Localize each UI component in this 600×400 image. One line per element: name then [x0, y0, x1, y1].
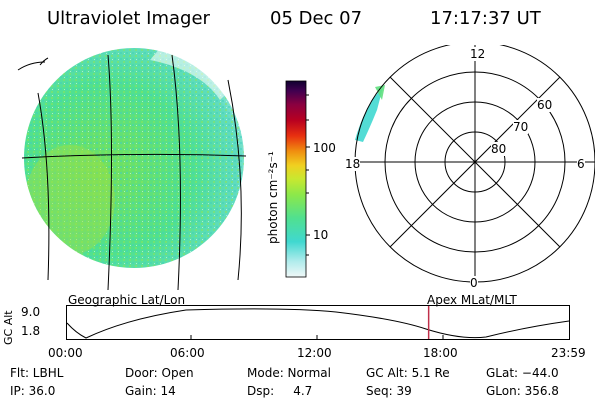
altplot-ytick-max: 9.0 [21, 305, 41, 319]
colorbar-tick-10: 10 [313, 228, 329, 242]
mlat-label-80: 80 [491, 142, 507, 156]
gain-field: Gain: 14 [125, 384, 176, 398]
mlt-label-12: 12 [470, 47, 486, 61]
altplot-ytick-min: 1.8 [21, 324, 41, 338]
app-title: Ultraviolet Imager [47, 8, 210, 29]
glon-field: GLon: 356.8 [486, 384, 559, 398]
colorbar-label: photon cm⁻²s⁻¹ [266, 151, 280, 244]
seq-field: Seq: 39 [366, 384, 412, 398]
altplot-xtick-12: 12:00 [297, 346, 332, 360]
altplot-ylabel: GC Alt [2, 310, 15, 345]
ip-field: IP: 36.0 [10, 384, 56, 398]
altitude-plot [66, 305, 570, 340]
polar-mlt-plot [354, 45, 595, 283]
header-date: 05 Dec 07 [270, 8, 363, 29]
mlt-label-18: 18 [345, 157, 361, 171]
aurora-arc [355, 87, 383, 142]
colorbar-tick-100: 100 [313, 141, 336, 155]
header-time: 17:17:37 UT [430, 8, 541, 29]
geographic-grid [17, 54, 247, 291]
mode-field: Mode: Normal [247, 366, 331, 380]
altplot-xtick-00: 00:00 [48, 346, 83, 360]
mlt-label-0: 0 [470, 276, 478, 290]
apex-grid-label: Apex MLat/MLT [427, 293, 517, 307]
disk-fill [24, 48, 244, 268]
color-scale-bar [285, 80, 310, 278]
altplot-xtick-18: 18:00 [423, 346, 458, 360]
mlat-label-60: 60 [537, 98, 553, 112]
mlt-label-6: 6 [577, 157, 585, 171]
geographic-grid-label: Geographic Lat/Lon [68, 293, 186, 307]
altplot-xtick-06: 06:00 [170, 346, 205, 360]
glat-field: GLat: −44.0 [486, 366, 559, 380]
earth-disk-image [17, 48, 247, 291]
door-field: Door: Open [125, 366, 194, 380]
gcalt-field: GC Alt: 5.1 Re [366, 366, 450, 380]
flt-field: Flt: LBHL [10, 366, 64, 380]
altplot-xtick-end: 23:59 [551, 346, 586, 360]
dsp-field: Dsp: 4.7 [247, 384, 313, 398]
mlat-label-70: 70 [513, 120, 529, 134]
